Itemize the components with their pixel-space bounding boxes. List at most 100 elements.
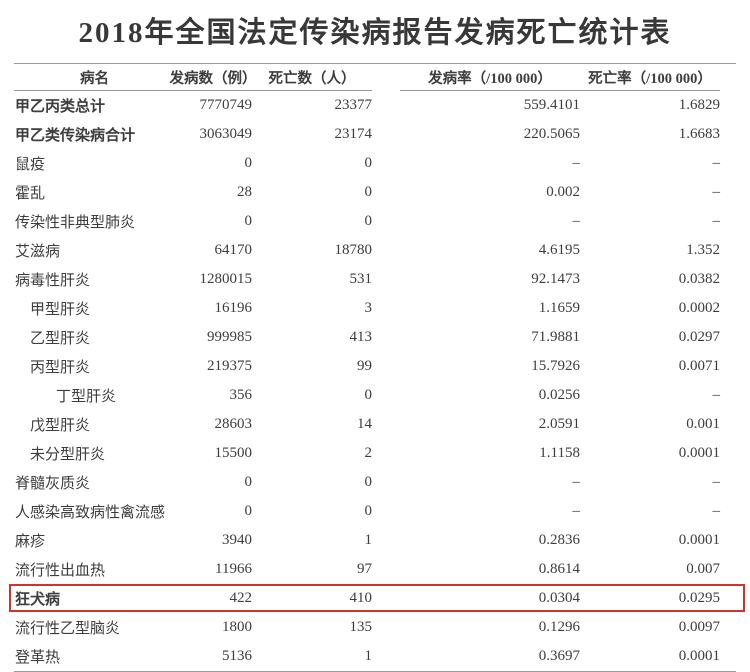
- cell-incidence-rate: –: [572, 474, 581, 491]
- cell-deaths: 0: [364, 155, 373, 172]
- cell-name: 未分型肝炎: [30, 447, 106, 464]
- cell-incidence-rate: 220.5065: [523, 126, 580, 143]
- cell-cases: 16196: [214, 300, 253, 317]
- cell-cases: 11966: [215, 561, 252, 578]
- cell-mortality-rate: 0.0097: [678, 619, 720, 636]
- cell-mortality-rate: 1.352: [686, 242, 720, 259]
- table-row-highlighted: 狂犬病 422 410 0.0304 0.0295: [9, 584, 745, 613]
- table-row: 甲型肝炎 16196 3 1.1659 0.0002: [14, 294, 736, 323]
- cell-mortality-rate: 0.0295: [678, 590, 720, 607]
- cell-name: 丁型肝炎: [56, 389, 117, 406]
- cell-deaths: 135: [349, 619, 373, 636]
- cell-mortality-rate: 0.0297: [678, 329, 720, 346]
- header-gap: [372, 64, 400, 91]
- cell-cases: 15500: [214, 445, 253, 462]
- cell-mortality-rate: –: [712, 184, 721, 201]
- cell-incidence-rate: 0.0304: [538, 590, 580, 607]
- cell-deaths: 99: [357, 358, 372, 375]
- cell-mortality-rate: –: [712, 387, 721, 404]
- cell-incidence-rate: 15.7926: [531, 358, 580, 375]
- cell-mortality-rate: 1.6683: [678, 126, 720, 143]
- cell-deaths: 0: [364, 213, 373, 230]
- cell-incidence-rate: –: [572, 213, 581, 230]
- cell-cases: 356: [229, 387, 253, 404]
- cell-deaths: 97: [357, 561, 372, 578]
- cell-name: 人感染高致病性禽流感: [15, 505, 166, 522]
- cell-name: 甲型肝炎: [30, 302, 91, 319]
- table-row: 登革热 5136 1 0.3697 0.0001: [14, 642, 736, 671]
- cell-name: 麻疹: [15, 534, 46, 551]
- table-row: 传染性非典型肺炎 0 0 – –: [14, 207, 736, 236]
- cell-incidence-rate: 0.1296: [538, 619, 580, 636]
- cell-deaths: 23174: [334, 126, 373, 143]
- cell-deaths: 23377: [334, 97, 373, 114]
- header-cases-count: 发病数（例）: [170, 64, 257, 92]
- table-row: 麻疹 3940 1 0.2836 0.0001: [14, 526, 736, 555]
- table-row: 丙型肝炎 219375 99 15.7926 0.0071: [14, 352, 736, 381]
- table-row: 甲乙类传染病合计 3063049 23174 220.5065 1.6683: [14, 120, 736, 149]
- header-disease-name: 病名: [14, 64, 174, 92]
- cell-incidence-rate: 1.1659: [538, 300, 580, 317]
- cell-name: 传染性非典型肺炎: [15, 215, 136, 232]
- table-row: 脊髓灰质炎 0 0 – –: [14, 468, 736, 497]
- table-row: 艾滋病 64170 18780 4.6195 1.352: [14, 236, 736, 265]
- table-row: 戊型肝炎 28603 14 2.0591 0.001: [14, 410, 736, 439]
- cell-name: 甲乙类传染病合计: [15, 128, 136, 145]
- cell-deaths: 1: [364, 532, 373, 549]
- cell-deaths: 1: [364, 648, 373, 665]
- cell-cases: 7770749: [199, 97, 253, 114]
- cell-name: 病毒性肝炎: [15, 273, 91, 290]
- cell-name: 艾滋病: [15, 244, 61, 261]
- cell-name: 登革热: [15, 650, 61, 667]
- cell-cases: 1280015: [199, 271, 253, 288]
- cell-incidence-rate: –: [572, 155, 581, 172]
- cell-name: 乙型肝炎: [30, 331, 91, 348]
- cell-cases: 28: [237, 184, 252, 201]
- cell-incidence-rate: 0.2836: [538, 532, 580, 549]
- cell-deaths: 0: [364, 503, 373, 520]
- cell-mortality-rate: –: [712, 155, 721, 172]
- cell-mortality-rate: 0.0071: [678, 358, 720, 375]
- cell-mortality-rate: 0.0001: [678, 532, 720, 549]
- table-row: 流行性出血热 11966 97 0.8614 0.007: [14, 555, 736, 584]
- cell-name: 脊髓灰质炎: [15, 476, 91, 493]
- table-body: 甲乙丙类总计 7770749 23377 559.4101 1.6829 甲乙类传染病合计…: [9, 91, 745, 672]
- cell-deaths: 2: [364, 445, 373, 462]
- table-row: 未分型肝炎 15500 2 1.1158 0.0001: [14, 439, 736, 468]
- cell-mortality-rate: 0.0002: [678, 300, 720, 317]
- cell-cases: 28603: [214, 416, 253, 433]
- cell-name: 流行性乙型脑炎: [15, 621, 121, 638]
- header-incidence-rate: 发病率（/100 000）: [400, 64, 580, 92]
- cell-incidence-rate: –: [572, 503, 581, 520]
- cell-cases: 0: [244, 155, 253, 172]
- table-row: 甲乙丙类总计 7770749 23377 559.4101 1.6829: [14, 91, 736, 120]
- cell-cases: 422: [229, 590, 253, 607]
- cell-incidence-rate: 92.1473: [531, 271, 580, 288]
- cell-mortality-rate: 0.0001: [678, 445, 720, 462]
- cell-mortality-rate: –: [712, 474, 721, 491]
- cell-mortality-rate: 0.001: [686, 416, 720, 433]
- table-row: 乙型肝炎 999985 413 71.9881 0.0297: [14, 323, 736, 352]
- table-row: 病毒性肝炎 1280015 531 92.1473 0.0382: [14, 265, 736, 294]
- cell-incidence-rate: 559.4101: [523, 97, 580, 114]
- cell-cases: 3063049: [199, 126, 253, 143]
- cell-cases: 0: [244, 503, 253, 520]
- cell-deaths: 410: [349, 590, 373, 607]
- cell-incidence-rate: 0.8614: [538, 561, 580, 578]
- cell-deaths: 531: [349, 271, 373, 288]
- table-header-row: 病名 发病数（例） 死亡数（人） 发病率（/100 000） 死亡率（/100 …: [14, 63, 736, 92]
- cell-cases: 64170: [214, 242, 253, 259]
- cell-name: 戊型肝炎: [30, 418, 91, 435]
- table-row: 鼠疫 0 0 – –: [14, 149, 736, 178]
- cell-name: 狂犬病: [15, 592, 61, 609]
- cell-incidence-rate: 2.0591: [538, 416, 580, 433]
- table-row: 人感染高致病性禽流感 0 0 – –: [14, 497, 736, 526]
- cell-deaths: 3: [364, 300, 373, 317]
- statistics-table: 病名 发病数（例） 死亡数（人） 发病率（/100 000） 死亡率（/100 …: [9, 63, 745, 672]
- table-row: 流行性乙型脑炎 1800 135 0.1296 0.0097: [14, 613, 736, 642]
- cell-incidence-rate: 1.1158: [539, 445, 580, 462]
- header-deaths-count: 死亡数（人）: [252, 64, 372, 92]
- cell-incidence-rate: 0.3697: [538, 648, 580, 665]
- cell-cases: 999985: [207, 329, 252, 346]
